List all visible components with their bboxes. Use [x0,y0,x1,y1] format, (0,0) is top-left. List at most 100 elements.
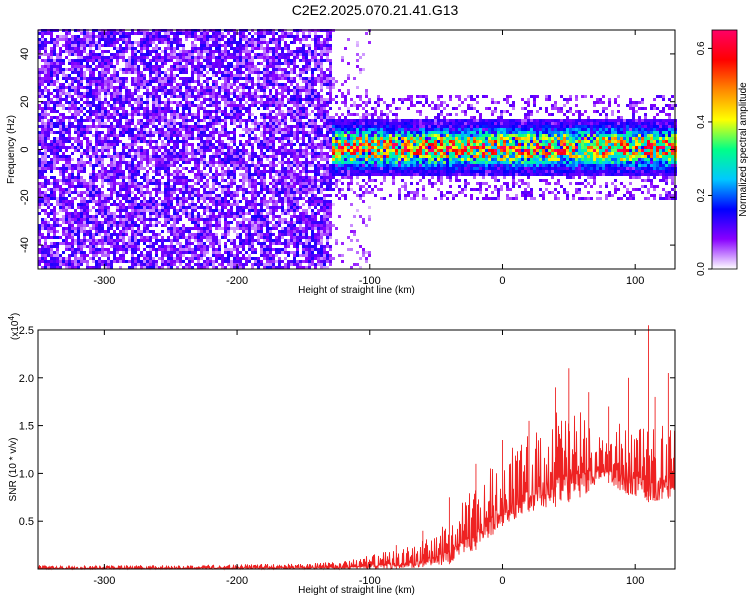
spectrogram-cell [170,32,173,35]
spectrogram-cell [176,53,179,56]
spectrogram-cell [194,59,197,62]
spectrogram-cell [53,107,56,110]
spectrogram-cell [101,44,104,47]
spectrogram-cell [206,203,209,206]
spectrogram-cell [74,179,77,182]
spectrogram-cell [167,203,170,206]
spectrogram-cell [68,215,71,218]
spectrogram-cell [74,47,77,50]
spectrogram-cell [245,128,248,131]
spectrogram-cell [113,251,116,254]
spectrogram-cell [149,242,152,245]
spectrogram-cell [257,239,260,242]
spectrogram-cell [218,164,221,167]
spectrogram-cell [71,113,74,116]
spectrogram-cell [83,254,86,257]
spectrogram-cell [146,89,149,92]
spectrogram-cell [125,65,128,68]
spectrogram-cell [254,125,257,128]
spectrogram-cell [230,53,233,56]
spectrogram-cell [44,110,47,113]
spectrogram-cell [188,134,191,137]
spectrogram-cell [152,170,155,173]
spectrogram-cell [275,122,278,125]
spectrogram-cell [254,95,257,98]
spectrogram-cell [230,140,233,143]
spectrogram-cell [95,134,98,137]
spectrogram-cell [161,224,164,227]
spectrogram-cell [254,230,257,233]
spectrogram-cell [254,209,257,212]
spectrogram-cell [200,233,203,236]
spectrogram-cell [188,113,191,116]
spectrogram-cell [50,128,53,131]
spectrogram-cell [137,128,140,131]
spectrogram-cell [227,170,230,173]
spectrogram-cell [224,116,227,119]
spectrogram-cell [113,203,116,206]
spectrogram-cell [107,41,110,44]
spectrogram-cell [44,191,47,194]
spectrogram-cell [203,254,206,257]
spectrogram-cell [113,173,116,176]
spectrogram-cell [74,53,77,56]
spectrogram-cell [131,233,134,236]
spectrogram-cell [272,149,275,152]
spectrogram-cell [218,122,221,125]
spectrogram-cell [38,161,41,164]
spectrogram-cell [107,56,110,59]
spectrogram-cell [44,245,47,248]
spectrogram-cell [158,35,161,38]
spectrogram-cell [212,125,215,128]
spectrogram-cell [194,176,197,179]
spectrogram-cell [245,260,248,263]
spectrogram-cell [185,251,188,254]
spectrogram-cell [248,221,251,224]
spectrogram-cell [104,134,107,137]
spectrogram-cell [206,266,209,269]
spectrogram-cell [131,221,134,224]
spectrogram-cell [260,182,263,185]
spectrogram-cell [149,194,152,197]
spectrogram-cell [44,149,47,152]
spectrogram-cell [203,230,206,233]
spectrogram-cell [86,218,89,221]
spectrogram-cell [77,65,80,68]
spectrogram-cell [137,224,140,227]
spectrogram-cell [194,203,197,206]
spectrogram-cell [173,263,176,266]
spectrogram-cell [266,77,269,80]
spectrogram-cell [206,122,209,125]
spectrogram-cell [113,212,116,215]
spectrogram-cell [107,77,110,80]
spectrogram-cell [152,155,155,158]
spectrogram-cell [233,92,236,95]
spectrogram-cell [155,119,158,122]
spectrogram-cell [80,140,83,143]
spectrogram-cell [170,200,173,203]
spectrogram-cell [188,125,191,128]
spectrogram-cell [137,59,140,62]
spectrogram-cell [254,188,257,191]
spectrogram-cell [209,134,212,137]
spectrogram-cell [137,203,140,206]
spectrogram-cell [68,203,71,206]
spectrogram-cell [206,77,209,80]
spectrogram-cell [56,197,59,200]
spectrogram-cell [86,200,89,203]
spectrogram-cell [83,134,86,137]
spectrogram-cell [152,176,155,179]
spectrogram-cell [275,224,278,227]
spectrogram-cell [143,209,146,212]
spectrogram-cell [224,251,227,254]
spectrogram-cell [44,32,47,35]
spectrogram-cell [173,152,176,155]
spectrogram-cell [53,161,56,164]
spectrogram-cell [134,47,137,50]
spectrogram-cell [185,38,188,41]
spectrogram-cell [146,113,149,116]
spectrogram-cell [266,107,269,110]
spectrogram-cell [254,224,257,227]
spectrogram-cell [212,164,215,167]
spectrogram-cell [275,206,278,209]
